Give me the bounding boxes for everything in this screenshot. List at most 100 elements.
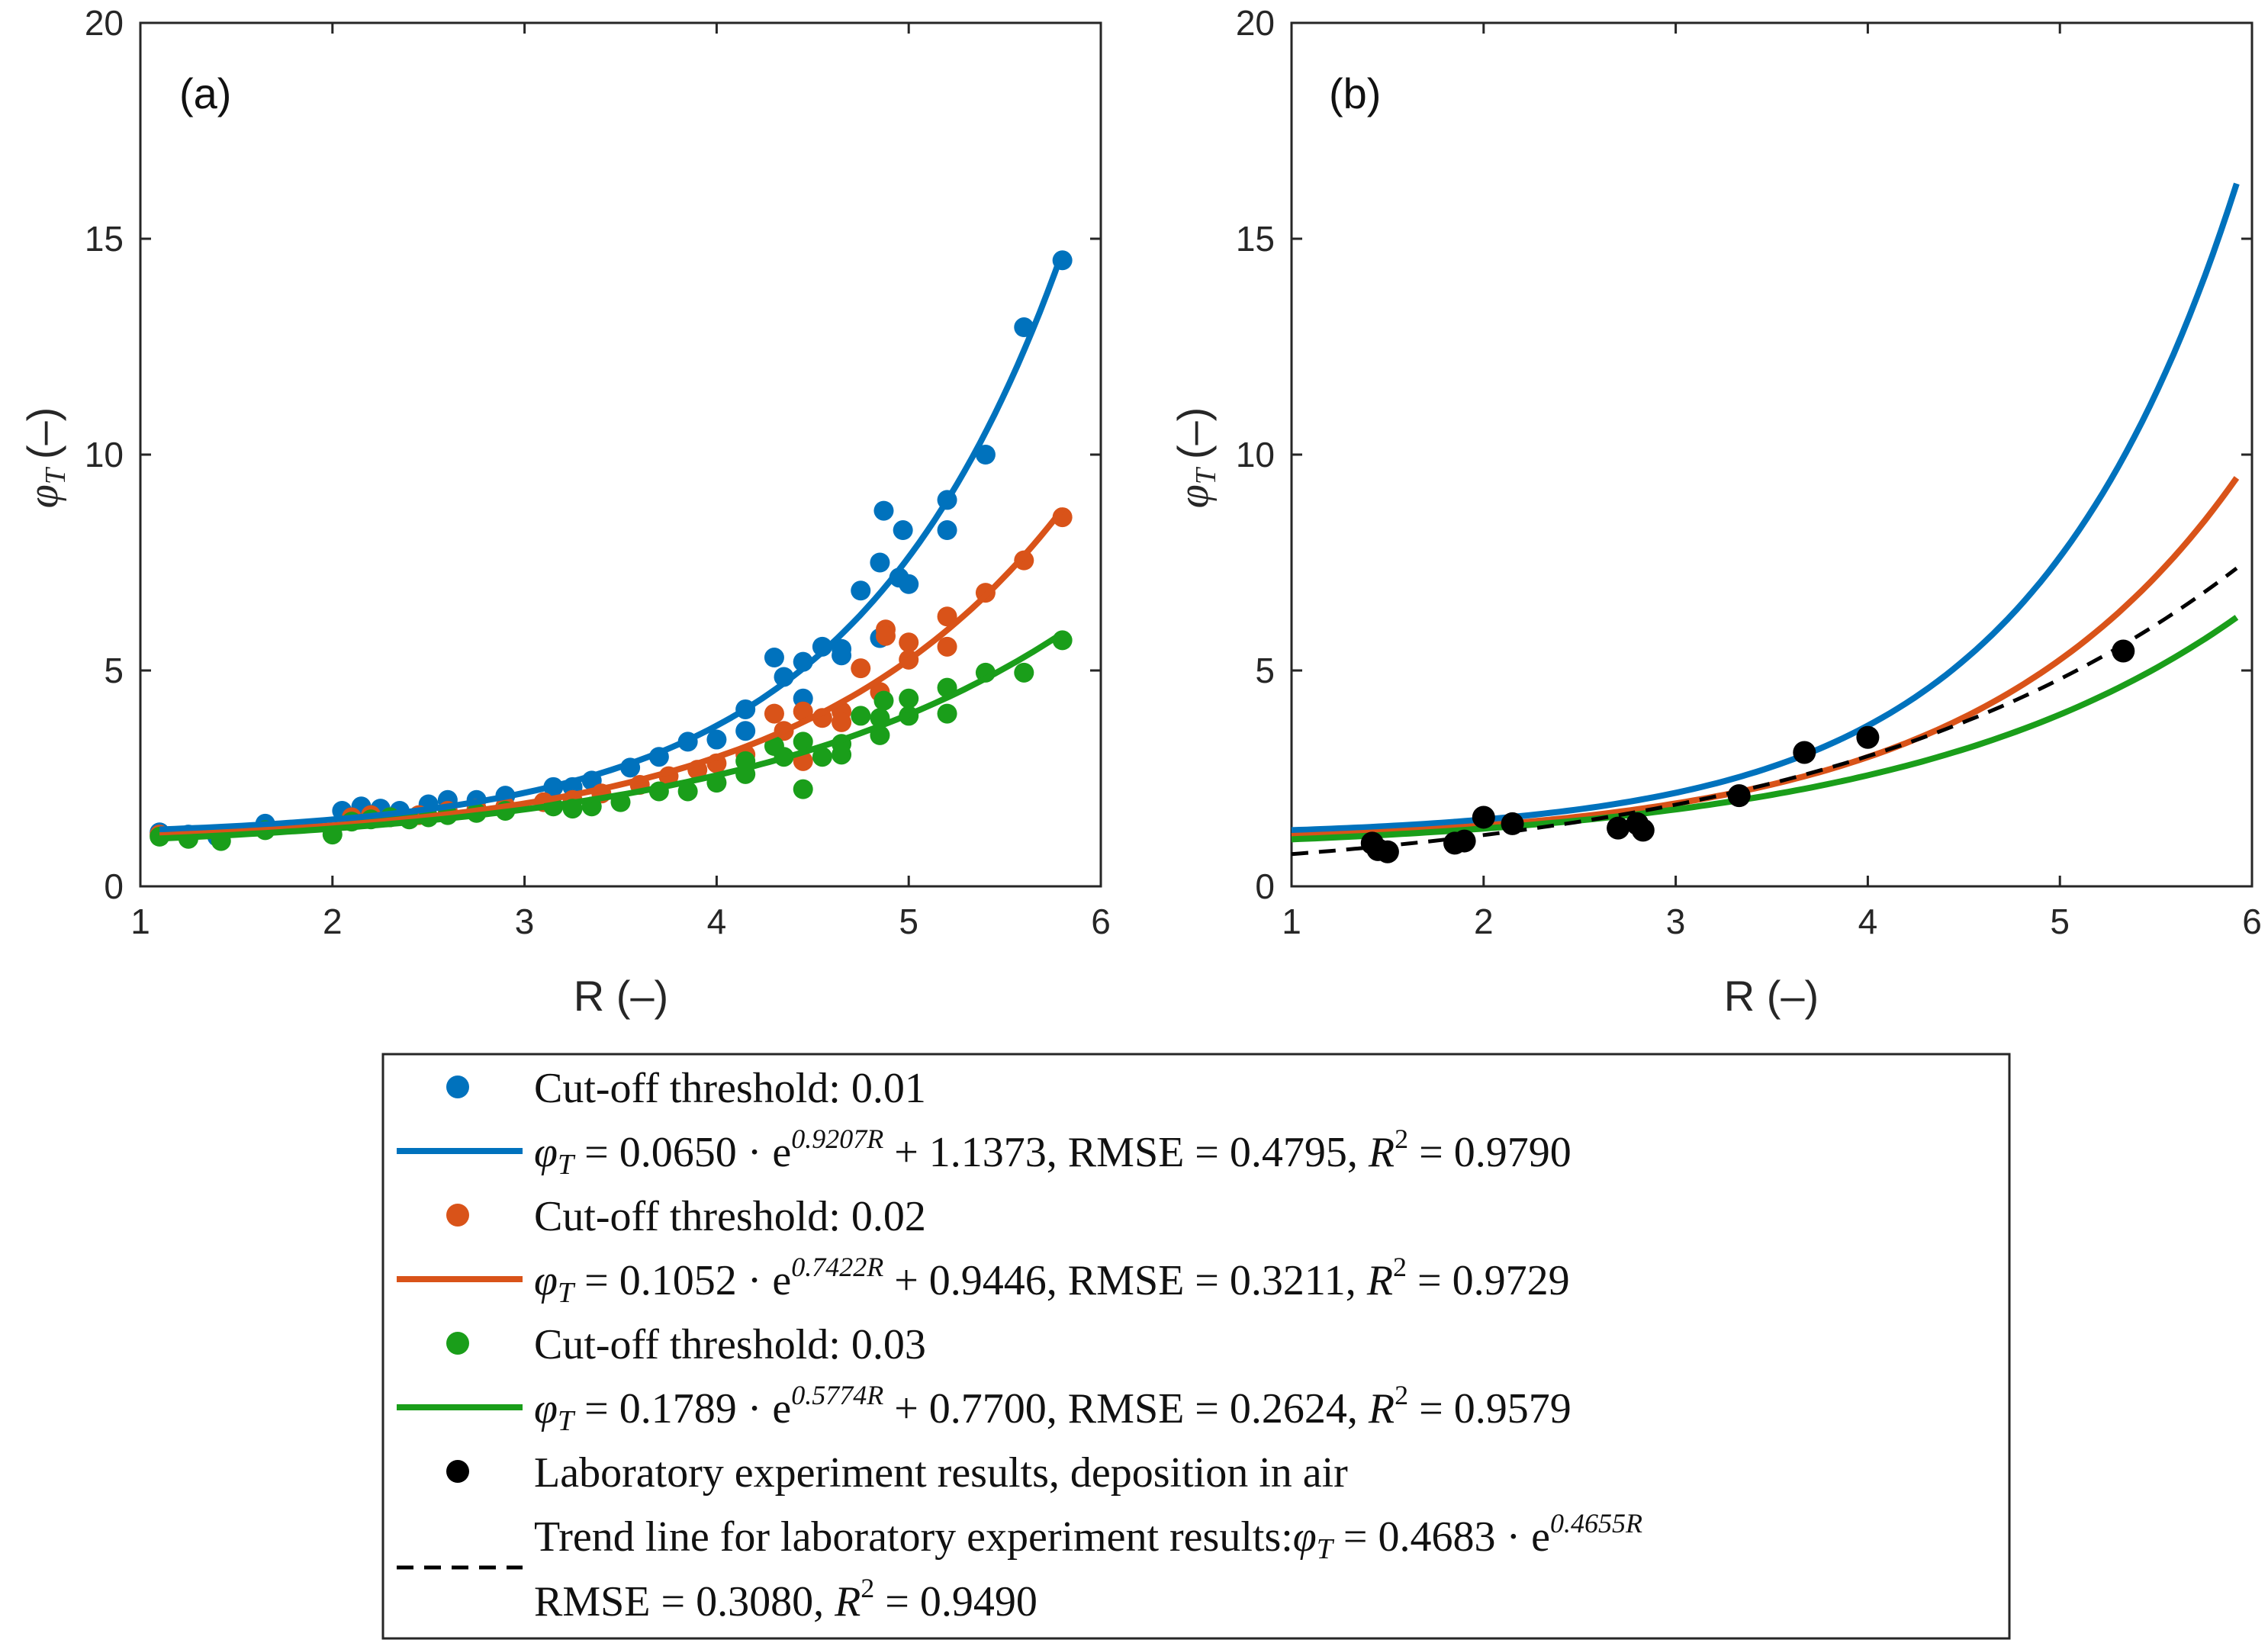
legend-label: Cut-off threshold: 0.01 [534,1065,926,1112]
y-tick-label: 10 [1236,435,1275,474]
legend-entry: Laboratory experiment results, depositio… [446,1449,1348,1497]
y-tick-label: 20 [1236,3,1275,43]
data-point [875,625,896,646]
legend-equation: φT = 0.0650 · e0.9207R + 1.1373, RMSE = … [534,1124,1572,1181]
series-b [1291,182,2240,863]
data-point [899,632,919,653]
panel-label-a: (a) [179,69,231,117]
y-axis-symbol-b: φ [1170,484,1218,508]
legend-label: Cut-off threshold: 0.02 [534,1193,926,1240]
data-point [937,703,957,724]
x-tick-label: 5 [2050,902,2070,941]
x-tick-label: 6 [1091,902,1111,941]
chart-panel-a: (a) 1 2 3 4 5 6 0 5 10 15 20 R (–) φT (–) [18,3,1111,1020]
x-ticks-b: 1 2 3 4 5 6 [1282,23,2262,941]
data-point [851,580,871,601]
data-point [706,729,727,750]
data-point [764,648,784,668]
x-tick-label: 4 [1858,902,1878,941]
plot-area-b [1290,21,2254,888]
data-point [851,658,871,679]
legend-marker-dot [446,1332,469,1355]
y-tick-label: 0 [104,867,124,906]
legend-entry: φT = 0.0650 · e0.9207R + 1.1373, RMSE = … [397,1124,1572,1181]
data-point [677,781,698,802]
data-point [873,690,894,711]
legend-entry: Cut-off threshold: 0.03 [446,1321,926,1368]
legend-trend-label: Trend line for laboratory experiment res… [534,1508,1642,1565]
legend-trend-stats: RMSE = 0.3080, R2 = 0.9490 [534,1573,1037,1625]
data-point [975,445,996,465]
x-ticks-a: 1 2 3 4 5 6 [130,23,1111,941]
y-tick-label: 20 [85,3,124,43]
trend-line [1291,567,2238,857]
data-point [1472,805,1495,829]
x-tick-label: 1 [1282,902,1301,941]
y-tick-label: 15 [1236,219,1275,259]
data-point [793,731,813,752]
data-point [1501,812,1524,835]
fit-curve [1291,182,2240,834]
data-point [832,712,852,732]
y-axis-sub-b: T [1190,466,1222,484]
fit-curve [159,251,1066,833]
legend-entry: Cut-off threshold: 0.02 [446,1193,926,1240]
legend-entry-trend: Trend line for laboratory experiment res… [397,1508,1642,1625]
data-point [870,552,890,573]
data-point [899,688,919,709]
data-point [1793,741,1816,764]
fit-curve [159,630,1064,842]
data-point [735,721,756,741]
x-tick-label: 3 [1666,902,1686,941]
data-point [937,636,957,657]
data-point [937,520,957,541]
x-axis-label-b: R (–) [1724,972,1819,1020]
data-point [893,520,913,541]
legend-label: Laboratory experiment results, depositio… [534,1449,1348,1497]
y-tick-label: 5 [104,651,124,690]
legend-entry: φT = 0.1052 · e0.7422R + 0.9446, RMSE = … [397,1252,1570,1309]
y-axis-label-a: φT (–) [18,407,72,509]
legend-items: Cut-off threshold: 0.01 φT = 0.0650 · e0.… [397,1065,1642,1625]
legend-marker-dot [446,1460,469,1483]
y-axis-unit-a: (–) [18,407,66,459]
data-point [1452,829,1476,853]
legend-marker-dot [446,1076,469,1098]
x-tick-label: 4 [707,902,727,941]
legend-entry: φT = 0.1789 · e0.5774R + 0.7700, RMSE = … [397,1380,1572,1437]
y-ticks-b: 0 5 10 15 20 [1236,3,2252,906]
y-axis-unit-b: (–) [1169,407,1217,459]
y-axis-sub-a: T [40,466,72,484]
y-tick-label: 5 [1255,651,1275,690]
data-point [937,606,957,627]
y-ticks-a: 0 5 10 15 20 [85,3,1101,906]
y-tick-label: 15 [85,219,124,259]
data-point [832,645,852,666]
data-point [793,779,813,799]
x-tick-label: 2 [323,902,343,941]
data-point [851,706,871,726]
fit-curve [1291,615,2239,843]
data-point [1856,725,1880,749]
legend-equation: φT = 0.1052 · e0.7422R + 0.9446, RMSE = … [534,1252,1570,1309]
y-axis-label-b: φT (–) [1169,407,1222,509]
y-axis-symbol-a: φ [20,484,67,508]
data-point [1375,840,1399,863]
data-point [899,574,919,594]
y-tick-label: 10 [85,435,124,474]
data-point [1631,818,1655,842]
legend-entry: Cut-off threshold: 0.01 [446,1065,926,1112]
x-axis-label-a: R (–) [574,972,668,1020]
legend-label: Cut-off threshold: 0.03 [534,1321,926,1368]
data-point [873,500,894,521]
plot-area-a [139,21,1102,888]
data-point [832,744,852,765]
legend-marker-dot [446,1204,469,1227]
x-tick-label: 3 [515,902,535,941]
x-tick-label: 2 [1474,902,1494,941]
data-point [1607,816,1630,840]
series-a [150,250,1073,851]
panel-label-b: (b) [1329,69,1381,117]
x-tick-label: 6 [2242,902,2262,941]
